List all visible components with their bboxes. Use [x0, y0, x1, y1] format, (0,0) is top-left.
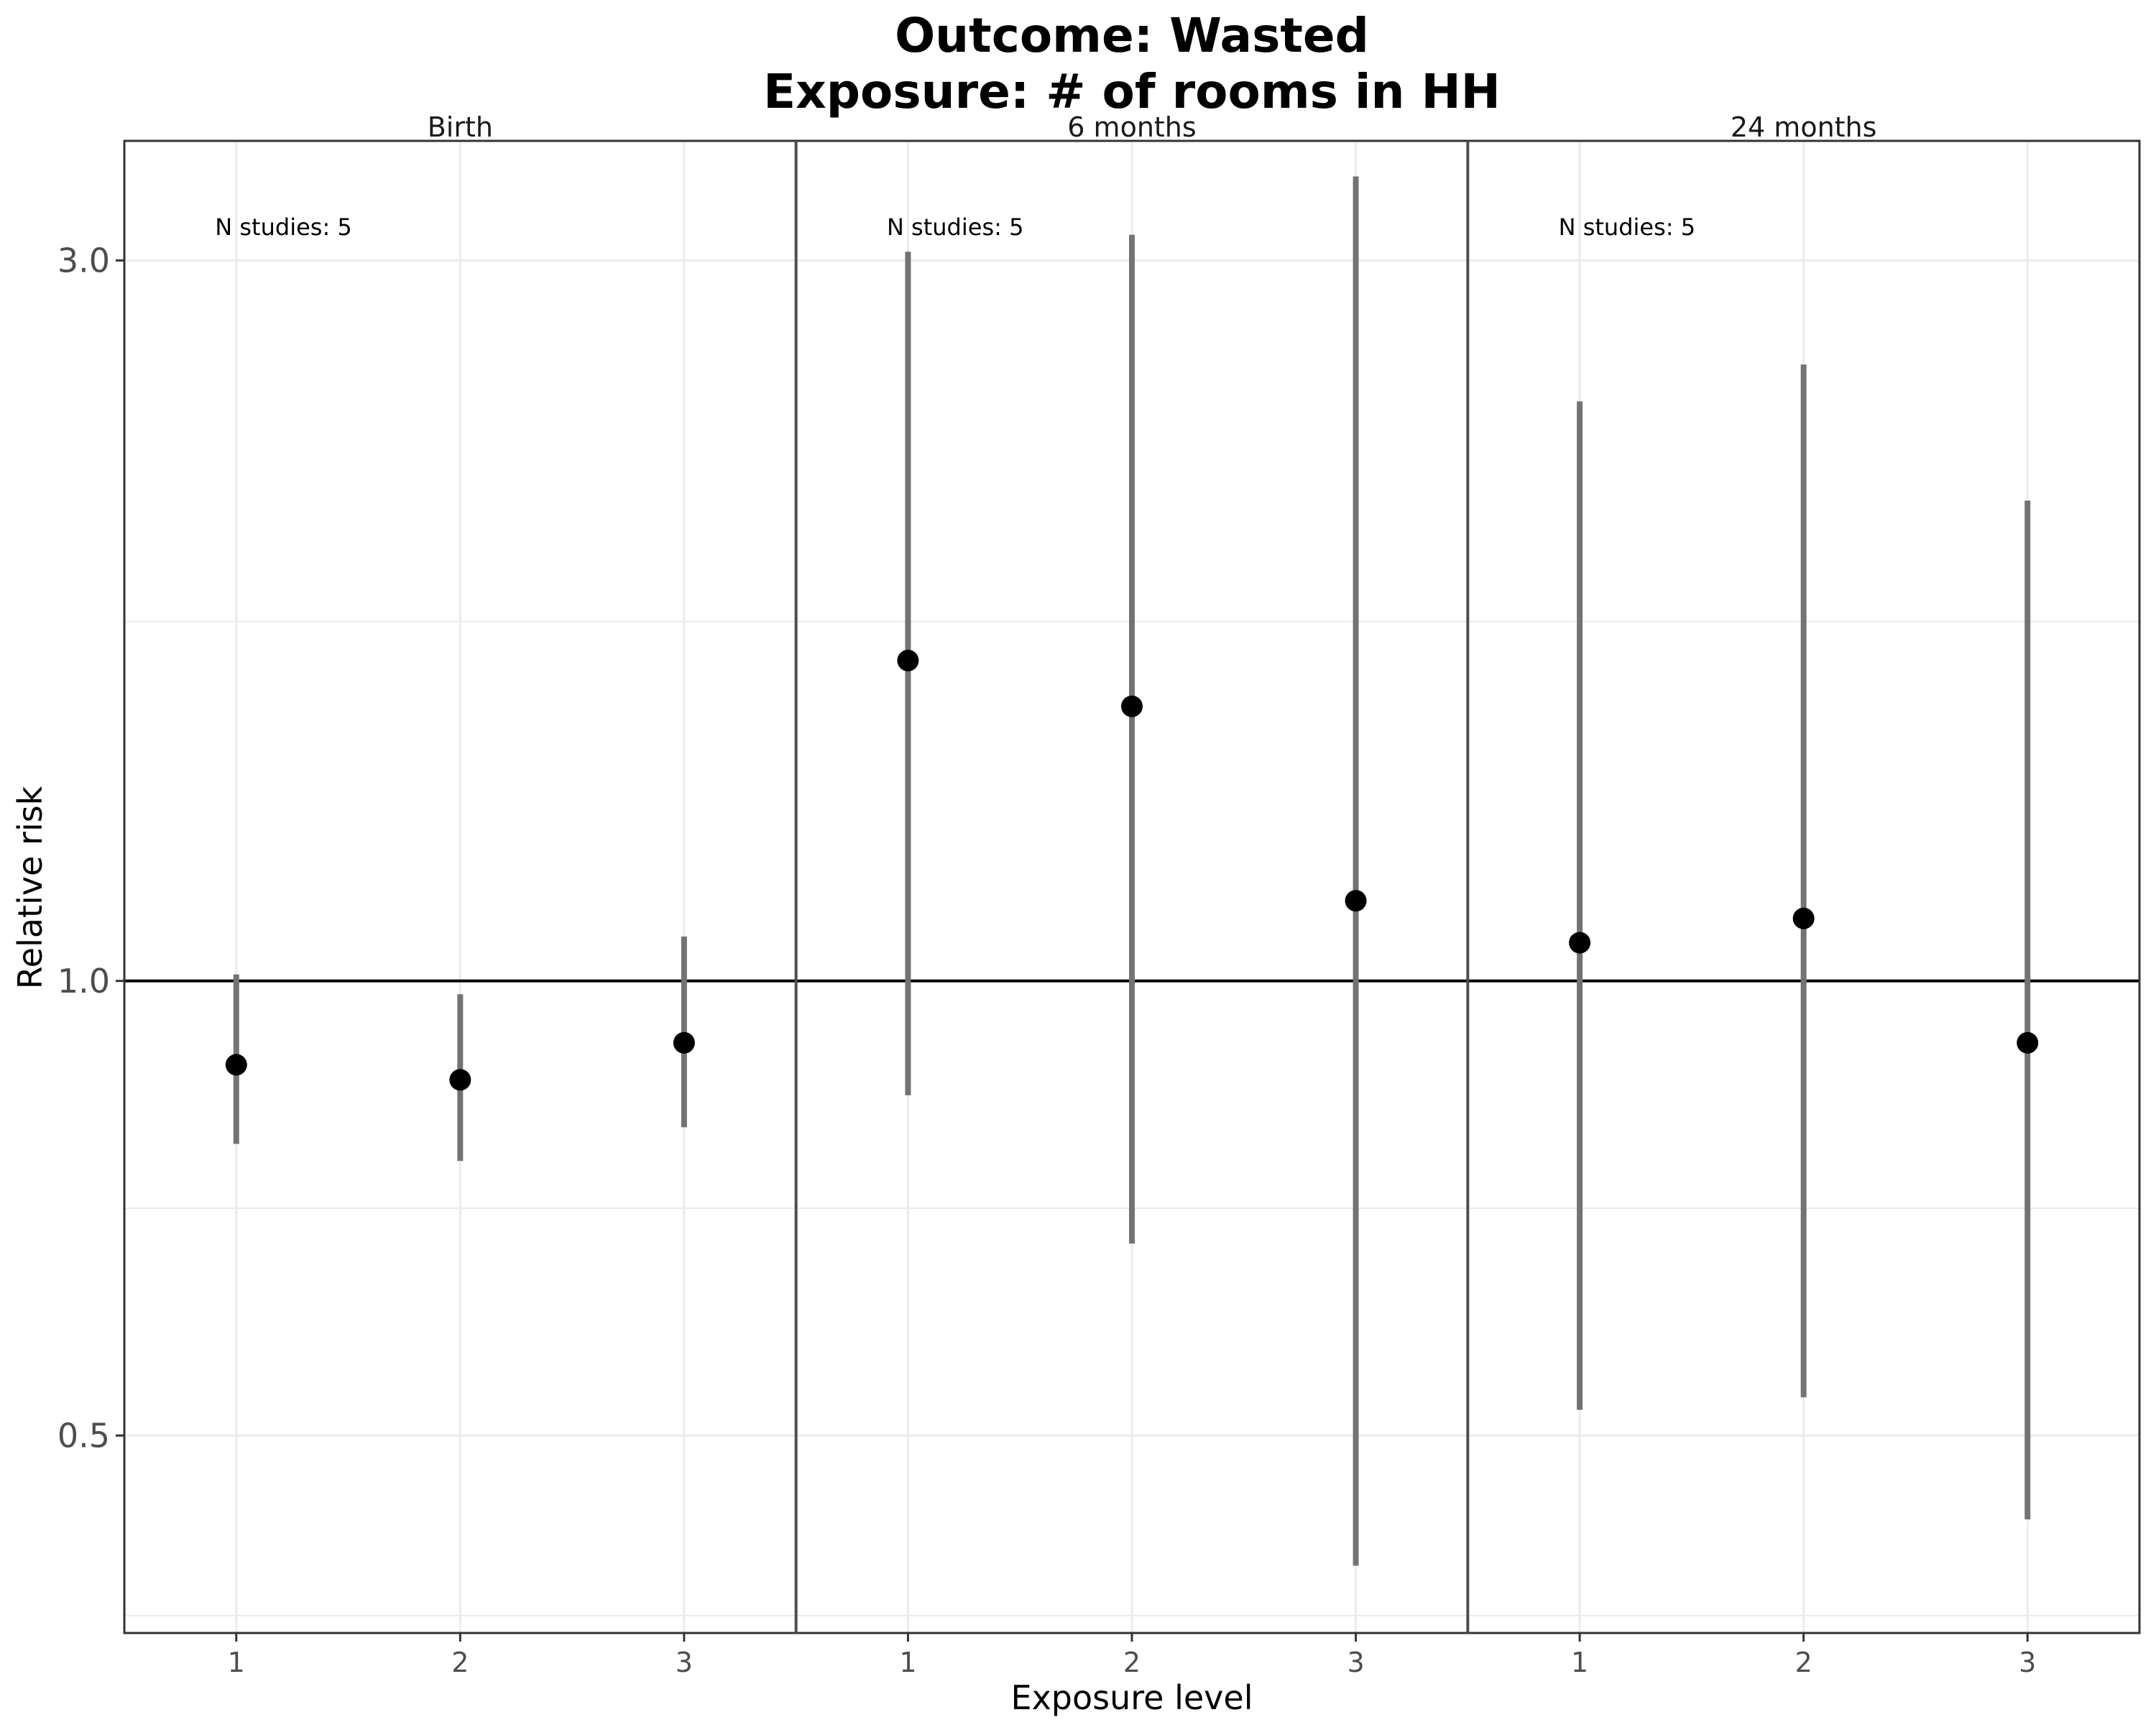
point-estimate	[2017, 1031, 2039, 1054]
point-estimate	[1345, 890, 1367, 912]
point-estimate	[1792, 907, 1815, 929]
panel-birth: Birth N studies: 5	[215, 111, 695, 1162]
panel-6-months: 6 months N studies: 5	[887, 111, 1367, 1566]
point-estimate	[673, 1031, 695, 1054]
y-tick-label: 3.0	[57, 241, 110, 280]
panel-strip-label: 6 months	[1067, 111, 1196, 143]
point-estimate	[449, 1069, 471, 1091]
panel-24-months: 24 months N studies: 5	[1559, 111, 2039, 1519]
y-axis-label: Relative risk	[11, 786, 50, 989]
x-axis-label: Exposure level	[1011, 1678, 1253, 1717]
axes: Exposure level Relative risk 1 2 3 1 2 3 1 2 3 0.…	[11, 241, 2036, 1717]
panel-strip-label: Birth	[428, 111, 493, 143]
point-estimate	[1569, 932, 1591, 954]
x-tick-label: 3	[676, 1647, 693, 1678]
y-tick-label: 0.5	[57, 1416, 110, 1455]
point-estimate	[897, 649, 919, 671]
point-estimate	[225, 1054, 247, 1076]
x-tick-label: 1	[899, 1647, 916, 1678]
x-tick-label: 3	[1347, 1647, 1364, 1678]
x-tick-label: 3	[2019, 1647, 2036, 1678]
title-line-exposure: Exposure: # of rooms in HH	[763, 64, 1501, 119]
x-tick-label: 2	[1123, 1647, 1141, 1678]
n-studies-annotation: N studies: 5	[887, 213, 1023, 241]
title-line-outcome: Outcome: Wasted	[895, 8, 1369, 63]
point-estimate	[1121, 695, 1143, 717]
x-tick-label: 1	[1571, 1647, 1588, 1678]
x-tick-label: 2	[1795, 1647, 1812, 1678]
n-studies-annotation: N studies: 5	[215, 213, 351, 241]
x-tick-label: 2	[451, 1647, 469, 1678]
panel-strip-label: 24 months	[1731, 111, 1877, 143]
n-studies-annotation: N studies: 5	[1559, 213, 1695, 241]
y-tick-label: 1.0	[57, 962, 110, 1000]
chart-title: Outcome: Wasted Exposure: # of rooms in …	[763, 8, 1501, 119]
x-tick-label: 1	[228, 1647, 245, 1678]
